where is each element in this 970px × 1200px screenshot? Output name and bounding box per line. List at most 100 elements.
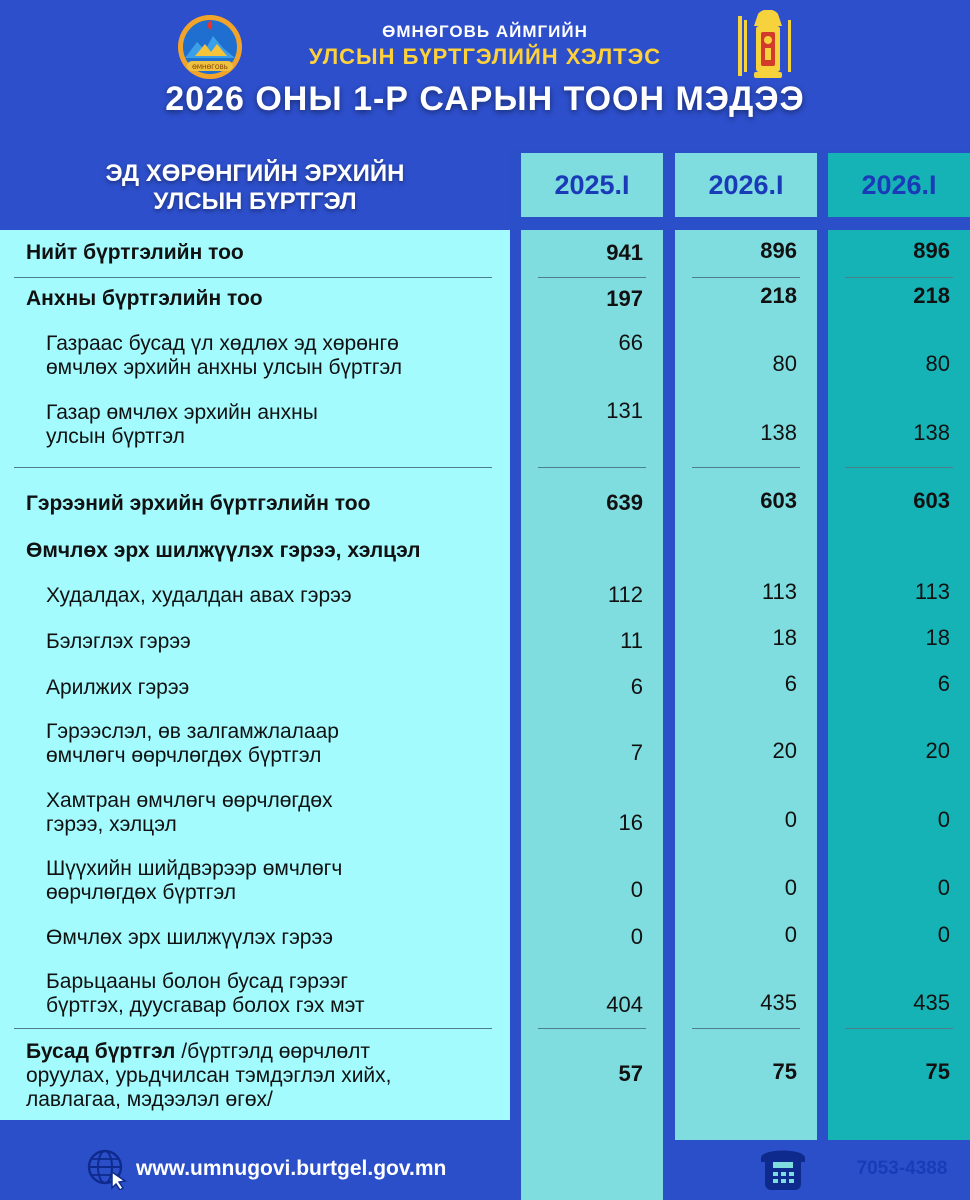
row-inheritance-2026a: 20 bbox=[772, 738, 797, 763]
divider bbox=[692, 277, 800, 278]
phone-number: 7053-4388 bbox=[856, 1158, 948, 1179]
row-other-2026a: 75 bbox=[772, 1059, 797, 1084]
row-inheritance-2025: 7 bbox=[630, 740, 643, 765]
row-nonland-2026a: 80 bbox=[772, 351, 797, 376]
row-transfer-2026b: 0 bbox=[937, 922, 950, 947]
header-subtitle: ӨМНӨГОВЬ АЙМГИЙН bbox=[382, 22, 588, 41]
year-header-1: 2025.I bbox=[521, 153, 663, 217]
row-nonland-label-1: Газраас бусад үл хөдлөх эд хөрөнгө bbox=[46, 332, 399, 355]
divider bbox=[14, 1028, 492, 1029]
row-initial-2026b: 218 bbox=[913, 283, 950, 308]
row-other-label-rest: /бүртгэлд өөрчлөлт bbox=[181, 1040, 371, 1063]
divider bbox=[692, 467, 800, 468]
divider bbox=[845, 467, 953, 468]
row-court-2026a: 0 bbox=[784, 875, 797, 900]
divider bbox=[14, 277, 492, 278]
row-land-2026a: 138 bbox=[760, 420, 797, 445]
row-gift-label: Бэлэглэх гэрээ bbox=[46, 630, 191, 653]
row-other-2025: 57 bbox=[618, 1061, 643, 1086]
header: ӨМНӨГОВЬ ӨМНӨГОВЬ АЙМГИЙН УЛСЫН БҮРТГЭЛИ… bbox=[0, 0, 970, 150]
telephone-icon bbox=[761, 1150, 805, 1190]
row-contract-2025: 639 bbox=[606, 490, 643, 515]
row-coowner-label-1: Хамтран өмчлөгч өөрчлөгдөх bbox=[46, 789, 333, 812]
row-pledge-2025: 404 bbox=[606, 992, 643, 1017]
row-land-label-2: улсын бүртгэл bbox=[46, 425, 185, 448]
row-inheritance-label-1: Гэрээслэл, өв залгамжлалаар bbox=[46, 720, 339, 743]
divider bbox=[538, 1028, 646, 1029]
row-contract-label: Гэрээний эрхийн бүртгэлийн тоо bbox=[26, 492, 371, 515]
globe-cursor-icon bbox=[87, 1149, 127, 1190]
row-nonland-label-2: өмчлөх эрхийн анхны улсын бүртгэл bbox=[46, 356, 403, 379]
row-initial-2025: 197 bbox=[606, 286, 643, 311]
row-total-2026b: 896 bbox=[913, 238, 950, 263]
row-pledge-2026a: 435 bbox=[760, 990, 797, 1015]
row-land-2025: 131 bbox=[606, 398, 643, 423]
svg-text:ӨМНӨГОВЬ: ӨМНӨГОВЬ bbox=[192, 64, 228, 71]
page-title: 2026 ОНЫ 1-Р САРЫН ТООН МЭДЭЭ bbox=[165, 80, 805, 118]
row-gift-2026a: 18 bbox=[772, 625, 797, 650]
row-other-label-1: Бусад бүртгэл /бүртгэлд өөрчлөлт bbox=[26, 1040, 370, 1064]
row-court-label-1: Шүүхийн шийдвэрээр өмчлөгч bbox=[46, 857, 343, 880]
row-total-label: Нийт бүртгэлийн тоо bbox=[26, 241, 244, 264]
year-header-3: 2026.I bbox=[828, 153, 970, 217]
row-exchange-2026a: 6 bbox=[784, 671, 797, 696]
row-exchange-label: Арилжих гэрээ bbox=[46, 676, 190, 699]
column-2025 bbox=[521, 230, 663, 1200]
row-pledge-label-2: бүртгэх, дуусгавар болох гэх мэт bbox=[46, 994, 365, 1017]
column-2026-b bbox=[828, 230, 970, 1140]
row-coowner-2025: 16 bbox=[618, 810, 643, 835]
emblem-left-icon: ӨМНӨГОВЬ bbox=[178, 15, 242, 79]
column-2026-a bbox=[675, 230, 817, 1140]
table-heading: ЭД ХӨРӨНГИЙН ЭРХИЙН УЛСЫН БҮРТГЭЛ bbox=[0, 150, 510, 230]
divider bbox=[845, 277, 953, 278]
row-transfer-label: Өмчлөх эрх шилжүүлэх гэрээ bbox=[46, 926, 333, 949]
divider bbox=[692, 1028, 800, 1029]
header-org: УЛСЫН БҮРТГЭЛИЙН ХЭЛТЭС bbox=[308, 44, 662, 69]
row-coowner-2026b: 0 bbox=[937, 807, 950, 832]
divider bbox=[845, 1028, 953, 1029]
row-coowner-label-2: гэрээ, хэлцэл bbox=[46, 813, 177, 836]
row-land-label-1: Газар өмчлөх эрхийн анхны bbox=[46, 401, 318, 424]
row-sale-2026a: 113 bbox=[761, 579, 797, 604]
website-link[interactable]: www.umnugovi.burtgel.gov.mn bbox=[136, 1157, 447, 1180]
row-initial-2026a: 218 bbox=[760, 283, 797, 308]
row-other-label-2: оруулах, урьдчилсан тэмдэглэл хийх, bbox=[26, 1064, 392, 1087]
row-court-2025: 0 bbox=[630, 877, 643, 902]
row-contract-2026b: 603 bbox=[913, 488, 950, 513]
row-other-2026b: 75 bbox=[925, 1059, 950, 1084]
row-nonland-2025: 66 bbox=[618, 330, 643, 355]
row-gift-2025: 11 bbox=[620, 628, 643, 653]
row-other-label-bold: Бусад бүртгэл bbox=[26, 1040, 176, 1063]
row-transfer-2025: 0 bbox=[630, 924, 643, 949]
row-inheritance-label-2: өмчлөгч өөрчлөгдөх бүртгэл bbox=[46, 744, 322, 767]
emblem-right-icon bbox=[738, 10, 791, 78]
label-panel bbox=[0, 230, 510, 1120]
row-other-label-3: лавлагаа, мэдээлэл өгөх/ bbox=[26, 1088, 273, 1111]
row-gift-2026b: 18 bbox=[925, 625, 950, 650]
row-transfer-2026a: 0 bbox=[784, 922, 797, 947]
row-nonland-2026b: 80 bbox=[925, 351, 950, 376]
divider bbox=[538, 467, 646, 468]
row-total-2025: 941 bbox=[606, 240, 643, 265]
row-court-2026b: 0 bbox=[937, 875, 950, 900]
row-sale-2025: 112 bbox=[607, 582, 643, 607]
row-transfer-section-label: Өмчлөх эрх шилжүүлэх гэрээ, хэлцэл bbox=[26, 539, 421, 562]
row-court-label-2: өөрчлөгдөх бүртгэл bbox=[46, 881, 236, 904]
table-heading-line2: УЛСЫН БҮРТГЭЛ bbox=[153, 188, 357, 215]
year-header-2: 2026.I bbox=[675, 153, 817, 217]
divider bbox=[14, 467, 492, 468]
row-land-2026b: 138 bbox=[913, 420, 950, 445]
row-total-2026a: 896 bbox=[760, 238, 797, 263]
row-initial-label: Анхны бүртгэлийн тоо bbox=[26, 287, 263, 310]
row-pledge-label-1: Барьцааны болон бусад гэрээг bbox=[46, 970, 349, 993]
row-pledge-2026b: 435 bbox=[913, 990, 950, 1015]
row-exchange-2025: 6 bbox=[630, 674, 643, 699]
row-inheritance-2026b: 20 bbox=[925, 738, 950, 763]
table-heading-line1: ЭД ХӨРӨНГИЙН ЭРХИЙН bbox=[105, 160, 405, 187]
row-exchange-2026b: 6 bbox=[937, 671, 950, 696]
row-contract-2026a: 603 bbox=[760, 488, 797, 513]
row-sale-label: Худалдах, худалдан авах гэрээ bbox=[46, 584, 352, 607]
row-coowner-2026a: 0 bbox=[784, 807, 797, 832]
divider bbox=[538, 277, 646, 278]
row-sale-2026b: 113 bbox=[914, 579, 950, 604]
